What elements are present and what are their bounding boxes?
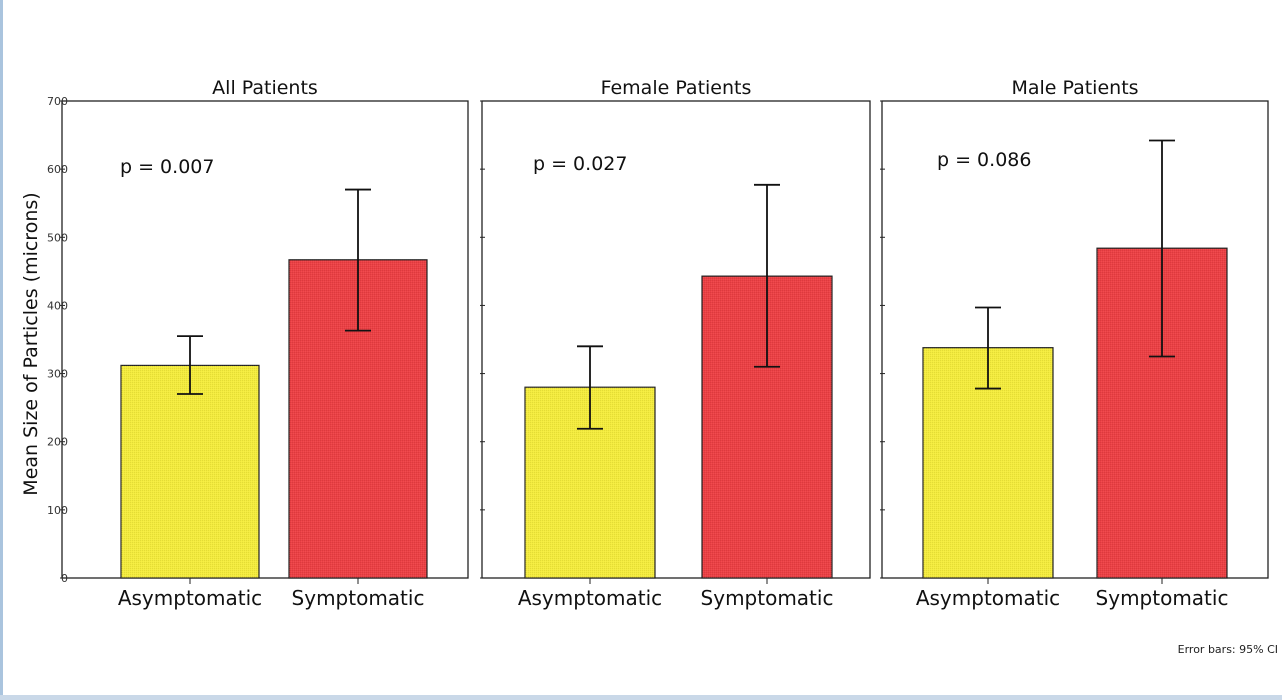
- error-bars-footnote: Error bars: 95% CI: [1178, 643, 1278, 656]
- window-left-border: [0, 0, 3, 700]
- panel-title: Male Patients: [1011, 77, 1138, 99]
- bar-texture: [121, 365, 259, 578]
- y-tick-label: 700: [47, 95, 68, 108]
- y-tick-label: 500: [47, 231, 68, 244]
- category-label: Symptomatic: [292, 586, 425, 610]
- y-axis-label: Mean Size of Particles (microns): [20, 192, 42, 495]
- y-tick-label: 200: [47, 436, 68, 449]
- panel-frame: [61, 100, 469, 579]
- category-label: Asymptomatic: [118, 586, 262, 610]
- y-tick-label: 0: [61, 572, 68, 585]
- p-value-annotation: p = 0.007: [120, 156, 214, 178]
- panel-title: Female Patients: [601, 77, 752, 99]
- panel-frame: [481, 100, 871, 579]
- p-value-annotation: p = 0.086: [937, 149, 1031, 171]
- category-label: Symptomatic: [701, 586, 834, 610]
- p-value-annotation: p = 0.027: [533, 153, 627, 175]
- panel-frame: [881, 100, 1269, 579]
- y-tick-label: 600: [47, 163, 68, 176]
- y-tick-label: 100: [47, 504, 68, 517]
- y-tick-label: 400: [47, 299, 68, 312]
- window-bottom-border: [0, 695, 1282, 700]
- panel-title: All Patients: [212, 77, 318, 99]
- y-tick-label: 300: [47, 368, 68, 381]
- category-label: Asymptomatic: [518, 586, 662, 610]
- category-label: Symptomatic: [1096, 586, 1229, 610]
- category-label: Asymptomatic: [916, 586, 1060, 610]
